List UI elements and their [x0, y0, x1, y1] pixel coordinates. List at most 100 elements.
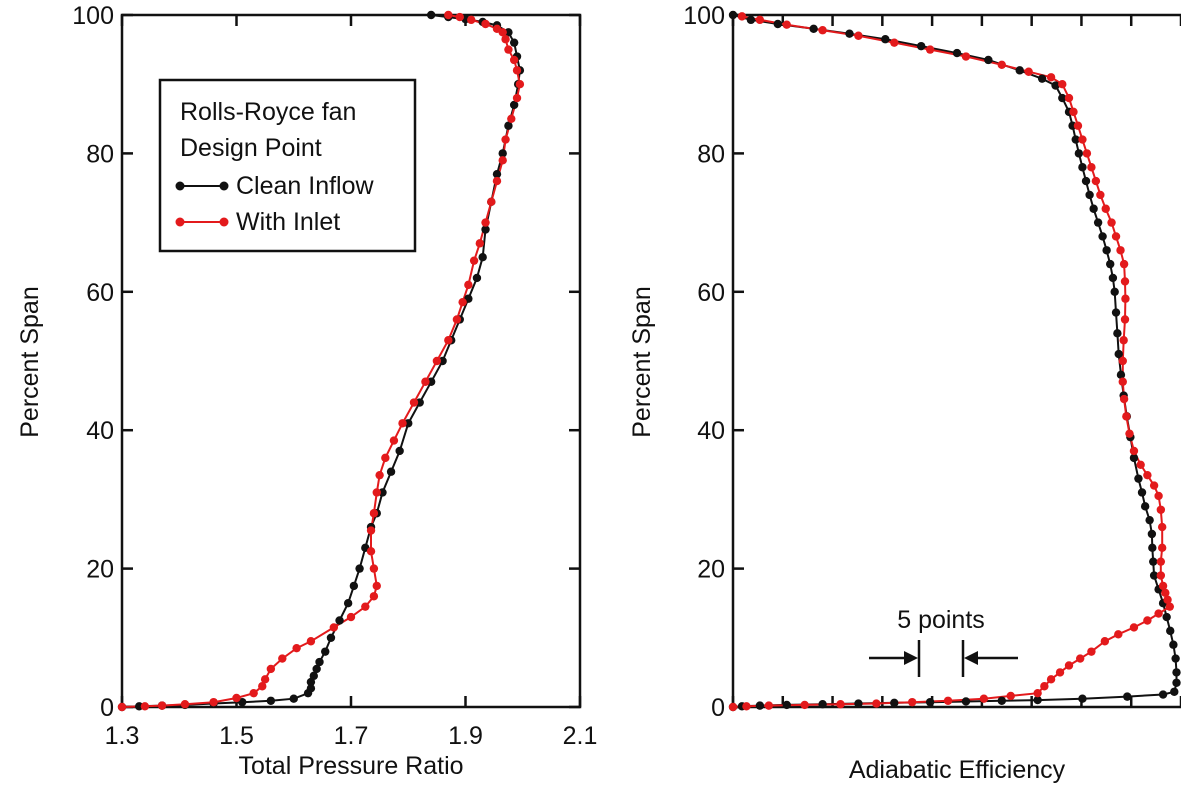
data-point-clean-inflow	[997, 696, 1006, 705]
data-point-with-inlet	[1154, 491, 1163, 501]
data-point-with-inlet	[232, 693, 241, 703]
left-points	[117, 10, 525, 712]
data-point-with-inlet	[764, 701, 774, 710]
data-point-with-inlet	[1033, 688, 1042, 698]
annotation-label: 5 points	[897, 606, 985, 634]
data-point-clean-inflow	[498, 149, 507, 158]
legend-label: Clean Inflow	[236, 172, 375, 200]
data-point-with-inlet	[498, 156, 507, 165]
data-point-with-inlet	[421, 377, 430, 386]
data-point-with-inlet	[444, 10, 453, 20]
data-point-clean-inflow	[1071, 135, 1080, 144]
data-point-clean-inflow	[315, 657, 324, 667]
data-point-clean-inflow	[755, 701, 765, 710]
x-tick-label: 1.7	[334, 722, 369, 750]
data-point-with-inlet	[369, 592, 379, 601]
data-point-clean-inflow	[309, 671, 318, 681]
data-point-with-inlet	[800, 700, 809, 710]
data-point-clean-inflow	[1171, 654, 1180, 663]
data-point-with-inlet	[432, 356, 442, 366]
data-point-clean-inflow	[1170, 687, 1179, 696]
data-point-with-inlet	[1119, 336, 1128, 345]
data-point-with-inlet	[1120, 277, 1130, 286]
data-point-clean-inflow	[1145, 515, 1154, 525]
series-line-clean-inflow	[732, 14, 1178, 708]
series-line-with-inlet	[732, 15, 1171, 708]
data-point-with-inlet	[1163, 595, 1172, 604]
y-tick-label: 20	[697, 556, 725, 584]
data-point-clean-inflow	[854, 699, 863, 708]
legend-swatch-marker	[219, 217, 229, 227]
data-point-with-inlet	[979, 694, 989, 703]
data-point-clean-inflow	[1108, 273, 1118, 283]
data-point-clean-inflow	[426, 10, 436, 20]
data-point-with-inlet	[509, 55, 519, 65]
data-point-clean-inflow	[1106, 259, 1115, 269]
data-point-with-inlet	[381, 453, 390, 463]
data-point-clean-inflow	[1149, 571, 1159, 580]
data-point-with-inlet	[409, 398, 419, 407]
data-point-with-inlet	[492, 176, 502, 186]
data-point-with-inlet	[908, 697, 917, 707]
data-point-clean-inflow	[1158, 690, 1168, 699]
data-point-with-inlet	[1073, 121, 1083, 130]
data-point-with-inlet	[728, 702, 738, 712]
data-point-with-inlet	[117, 702, 127, 712]
y-tick-label: 0	[711, 694, 725, 722]
left-y-axis-title: Percent Span	[16, 286, 44, 438]
data-point-with-inlet	[1055, 668, 1065, 677]
x-tick-label: 1.9	[448, 722, 483, 750]
data-point-with-inlet	[890, 38, 899, 47]
y-tick-label: 40	[86, 417, 114, 445]
data-point-clean-inflow	[1058, 93, 1067, 103]
data-point-with-inlet	[455, 12, 464, 22]
data-point-with-inlet	[372, 488, 381, 497]
data-point-clean-inflow	[478, 253, 487, 262]
data-point-with-inlet	[1129, 446, 1139, 456]
data-point-with-inlet	[492, 24, 502, 34]
data-point-clean-inflow	[916, 41, 926, 51]
data-point-with-inlet	[1158, 581, 1168, 591]
data-point-with-inlet	[501, 35, 510, 44]
legend-title-line-1: Rolls-Royce fan	[180, 98, 356, 126]
data-point-with-inlet	[1116, 246, 1125, 255]
y-tick-label: 40	[697, 417, 725, 445]
y-tick-label: 60	[697, 279, 725, 307]
data-point-clean-inflow	[1102, 246, 1111, 255]
data-point-with-inlet	[1156, 571, 1166, 580]
data-point-with-inlet	[1100, 637, 1110, 646]
data-point-clean-inflow	[1037, 74, 1047, 83]
data-point-clean-inflow	[266, 696, 276, 705]
data-point-with-inlet	[755, 15, 765, 25]
right-series	[732, 14, 1178, 708]
data-point-with-inlet	[872, 699, 881, 708]
data-point-clean-inflow	[818, 700, 827, 709]
data-point-with-inlet	[1129, 623, 1139, 632]
data-point-clean-inflow	[349, 581, 359, 591]
data-point-clean-inflow	[952, 48, 962, 58]
data-point-clean-inflow	[1015, 66, 1024, 75]
data-point-clean-inflow	[881, 35, 890, 44]
data-point-with-inlet	[369, 564, 379, 573]
data-point-with-inlet	[818, 26, 827, 35]
data-point-with-inlet	[515, 80, 525, 89]
data-point-with-inlet	[278, 654, 287, 663]
data-point-clean-inflow	[925, 697, 935, 707]
data-point-with-inlet	[389, 436, 399, 445]
data-point-clean-inflow	[1113, 329, 1122, 338]
data-point-with-inlet	[1040, 682, 1049, 691]
data-point-with-inlet	[1046, 675, 1056, 684]
data-point-with-inlet	[292, 643, 301, 653]
data-point-with-inlet	[258, 682, 267, 691]
data-point-with-inlet	[249, 688, 258, 698]
data-point-with-inlet	[854, 31, 863, 40]
data-point-with-inlet	[512, 66, 522, 75]
legend-entry-with-inlet: With Inlet	[175, 208, 340, 236]
annotation-left-arrow-head	[904, 651, 918, 665]
data-point-with-inlet	[1119, 394, 1129, 404]
data-point-with-inlet	[361, 602, 370, 611]
data-point-clean-inflow	[481, 225, 490, 234]
data-point-clean-inflow	[472, 273, 482, 283]
data-point-with-inlet	[1024, 67, 1033, 76]
